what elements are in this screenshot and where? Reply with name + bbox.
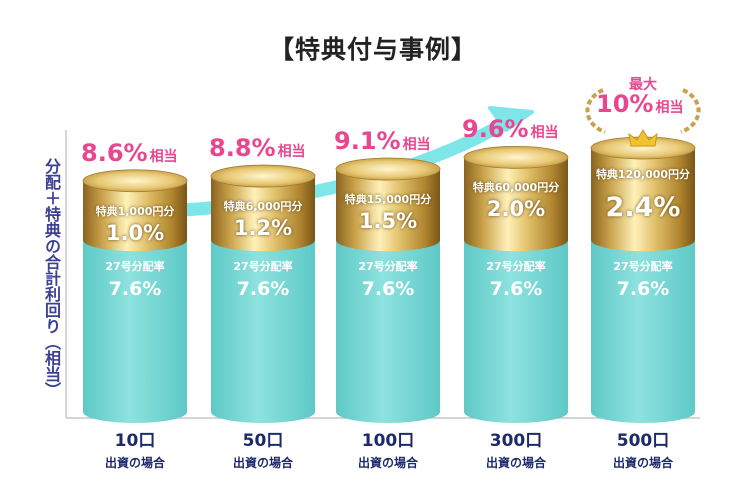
x-tick-label: 500口出資の場合 bbox=[588, 426, 698, 471]
total-value: 8.6% bbox=[81, 138, 148, 167]
total-suffix: 相当 bbox=[402, 137, 431, 154]
bonus-label: 特典1,000円分 bbox=[95, 204, 175, 218]
distribution-label: 27号分配率 bbox=[233, 260, 293, 274]
distribution-segment bbox=[591, 240, 695, 423]
chart-title: 【特典付与事例】 bbox=[268, 35, 477, 64]
distribution-value: 7.6% bbox=[108, 278, 162, 301]
total-label: 9.1% 相当 bbox=[334, 127, 431, 155]
total-value: 9.6% bbox=[462, 115, 529, 144]
bonus-top-cap bbox=[210, 164, 316, 188]
bonus-value: 1.5% bbox=[358, 209, 418, 234]
distribution-segment bbox=[464, 240, 568, 423]
bar-group bbox=[82, 136, 696, 423]
bonus-value: 1.2% bbox=[233, 216, 293, 241]
distribution-value: 7.6% bbox=[489, 278, 543, 301]
bar-0 bbox=[82, 169, 188, 423]
bonus-top-cap bbox=[463, 145, 569, 169]
category-units: 50口 bbox=[242, 431, 284, 451]
laurel-right-icon bbox=[680, 88, 701, 134]
total-suffix: 相当 bbox=[530, 125, 559, 142]
category-subtitle: 出資の場合 bbox=[357, 456, 418, 470]
bonus-value: 1.0% bbox=[105, 220, 165, 245]
distribution-value: 7.6% bbox=[236, 278, 290, 301]
bonus-segment bbox=[336, 169, 440, 252]
max-label: 最大 bbox=[629, 77, 657, 93]
bar-2 bbox=[335, 157, 441, 423]
total-label: 9.6% 相当 bbox=[462, 115, 559, 143]
category-units: 500口 bbox=[616, 431, 670, 451]
total-value: 10% bbox=[596, 90, 654, 118]
distribution-value: 7.6% bbox=[361, 278, 415, 301]
distribution-segment bbox=[336, 240, 440, 423]
bonus-top-cap bbox=[335, 157, 441, 181]
max-crown-decoration bbox=[585, 88, 701, 147]
category-units: 100口 bbox=[361, 431, 415, 451]
total-label: 10% 相当 bbox=[596, 90, 683, 118]
x-tick-label: 100口出資の場合 bbox=[333, 426, 443, 471]
total-value: 8.8% bbox=[209, 134, 276, 163]
total-label: 8.6% 相当 bbox=[81, 139, 178, 167]
total-value: 9.1% bbox=[334, 127, 401, 156]
y-axis-label: 分配＋特典の合計利回り（相当） bbox=[42, 158, 61, 398]
distribution-segment bbox=[83, 240, 187, 423]
bonus-label: 特典15,000円分 bbox=[344, 193, 432, 207]
category-subtitle: 出資の場合 bbox=[485, 456, 546, 470]
bonus-segment bbox=[211, 176, 315, 252]
bonus-label: 特典60,000円分 bbox=[472, 181, 560, 195]
x-tick-label: 10口出資の場合 bbox=[80, 426, 190, 471]
distribution-label: 27号分配率 bbox=[486, 260, 546, 274]
distribution-value: 7.6% bbox=[616, 278, 670, 301]
bonus-segment bbox=[591, 148, 695, 252]
bonus-label: 特典120,000円分 bbox=[595, 168, 691, 181]
category-subtitle: 出資の場合 bbox=[104, 456, 165, 470]
bonus-value: 2.4% bbox=[605, 192, 681, 223]
category-units: 10口 bbox=[114, 431, 156, 451]
distribution-label: 27号分配率 bbox=[105, 260, 165, 274]
category-subtitle: 出資の場合 bbox=[612, 456, 673, 470]
bar-4 bbox=[590, 136, 696, 423]
distribution-label: 27号分配率 bbox=[358, 260, 418, 274]
bonus-label: 特典6,000円分 bbox=[223, 200, 303, 214]
distribution-label: 27号分配率 bbox=[613, 260, 673, 274]
category-subtitle: 出資の場合 bbox=[232, 456, 293, 470]
bar-1 bbox=[210, 164, 316, 423]
bar-3 bbox=[463, 145, 569, 423]
bonus-segment bbox=[464, 157, 568, 252]
category-units: 300口 bbox=[489, 431, 543, 451]
bonus-value: 2.0% bbox=[486, 197, 546, 222]
bonus-top-cap bbox=[82, 169, 188, 193]
bonus-segment bbox=[83, 180, 187, 252]
total-suffix: 相当 bbox=[277, 144, 306, 161]
total-label: 8.8% 相当 bbox=[209, 134, 306, 162]
x-tick-label: 300口出資の場合 bbox=[461, 426, 571, 471]
distribution-segment bbox=[211, 240, 315, 423]
laurel-left-icon bbox=[585, 88, 606, 134]
total-suffix: 相当 bbox=[655, 100, 684, 116]
arrow-head bbox=[488, 106, 534, 132]
total-suffix: 相当 bbox=[149, 148, 178, 165]
x-tick-label: 50口出資の場合 bbox=[208, 426, 318, 471]
crown-icon bbox=[628, 129, 658, 147]
